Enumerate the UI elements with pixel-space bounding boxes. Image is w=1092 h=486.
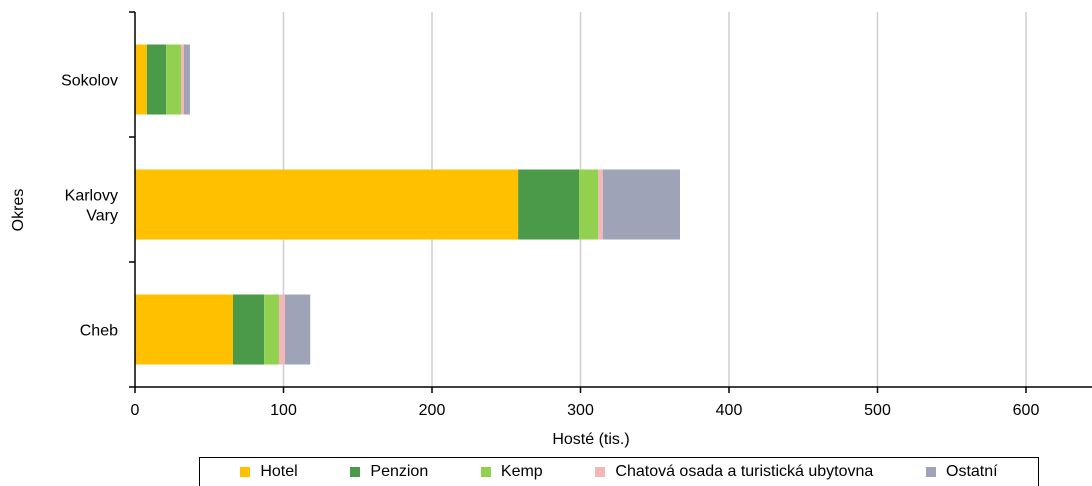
x-tick-label-600: 600 xyxy=(1013,402,1040,419)
y-tick-label: Cheb xyxy=(80,323,118,340)
legend-swatch xyxy=(926,467,937,477)
legend-swatch xyxy=(480,467,491,477)
legend-item: Ostatní xyxy=(926,463,998,481)
x-tick-label-100: 100 xyxy=(270,402,297,419)
legend-label: Penzion xyxy=(370,463,429,480)
bar-cheb-series-2 xyxy=(264,294,280,365)
bar-karlovy-vary-series-0 xyxy=(135,169,519,240)
legend: Hotel Penzion Kemp Chatová osada a turistic… xyxy=(199,457,1039,486)
bar-karlovy-vary-series-4 xyxy=(602,169,680,240)
bar-karlovy-vary-series-1 xyxy=(518,169,580,240)
axes xyxy=(129,11,1092,393)
bar-cheb-series-3 xyxy=(279,294,285,365)
legend-swatch xyxy=(350,467,361,477)
x-tick-labels: 0 100 200 300 400 500 600 xyxy=(131,402,1040,419)
bar-cheb-series-4 xyxy=(284,294,311,365)
x-tick-label-500: 500 xyxy=(864,402,891,419)
x-tick-label-200: 200 xyxy=(419,402,446,419)
bar-stacks xyxy=(135,44,680,365)
x-tick-label-0: 0 xyxy=(131,402,140,419)
legend-label: Ostatní xyxy=(946,463,998,480)
bar-sokolov-series-4 xyxy=(184,44,190,115)
legend-label: Kemp xyxy=(500,463,543,480)
y-tick-label: Karlovy Vary xyxy=(65,188,118,225)
x-axis-title: Hosté (tis.) xyxy=(552,431,629,448)
bar-sokolov-series-0 xyxy=(135,44,147,115)
y-tick-label: Sokolov xyxy=(61,73,118,90)
legend-swatch xyxy=(595,467,606,477)
legend-label: Hotel xyxy=(260,463,298,480)
bar-cheb-series-0 xyxy=(135,294,234,365)
y-axis-title: Okres xyxy=(10,189,27,232)
legend-item: Hotel xyxy=(240,463,298,481)
legend-item: Chatová osada a turistická ubytovna xyxy=(595,463,873,481)
bar-sokolov-series-2 xyxy=(166,44,182,115)
x-tick-label-300: 300 xyxy=(567,402,594,419)
bar-cheb-series-1 xyxy=(233,294,265,365)
bar-sokolov-series-3 xyxy=(181,44,185,115)
legend-swatch xyxy=(240,467,251,477)
legend-label: Chatová osada a turistická ubytovna xyxy=(615,463,874,480)
bar-karlovy-vary-series-2 xyxy=(579,169,599,240)
legend-item: Kemp xyxy=(480,463,543,481)
legend-item: Penzion xyxy=(350,463,428,481)
y-tick-labels: Sokolov Karlovy Vary Cheb xyxy=(61,73,118,340)
bar-karlovy-vary-series-3 xyxy=(598,169,603,240)
bar-sokolov-series-1 xyxy=(146,44,167,115)
x-tick-label-400: 400 xyxy=(716,402,743,419)
